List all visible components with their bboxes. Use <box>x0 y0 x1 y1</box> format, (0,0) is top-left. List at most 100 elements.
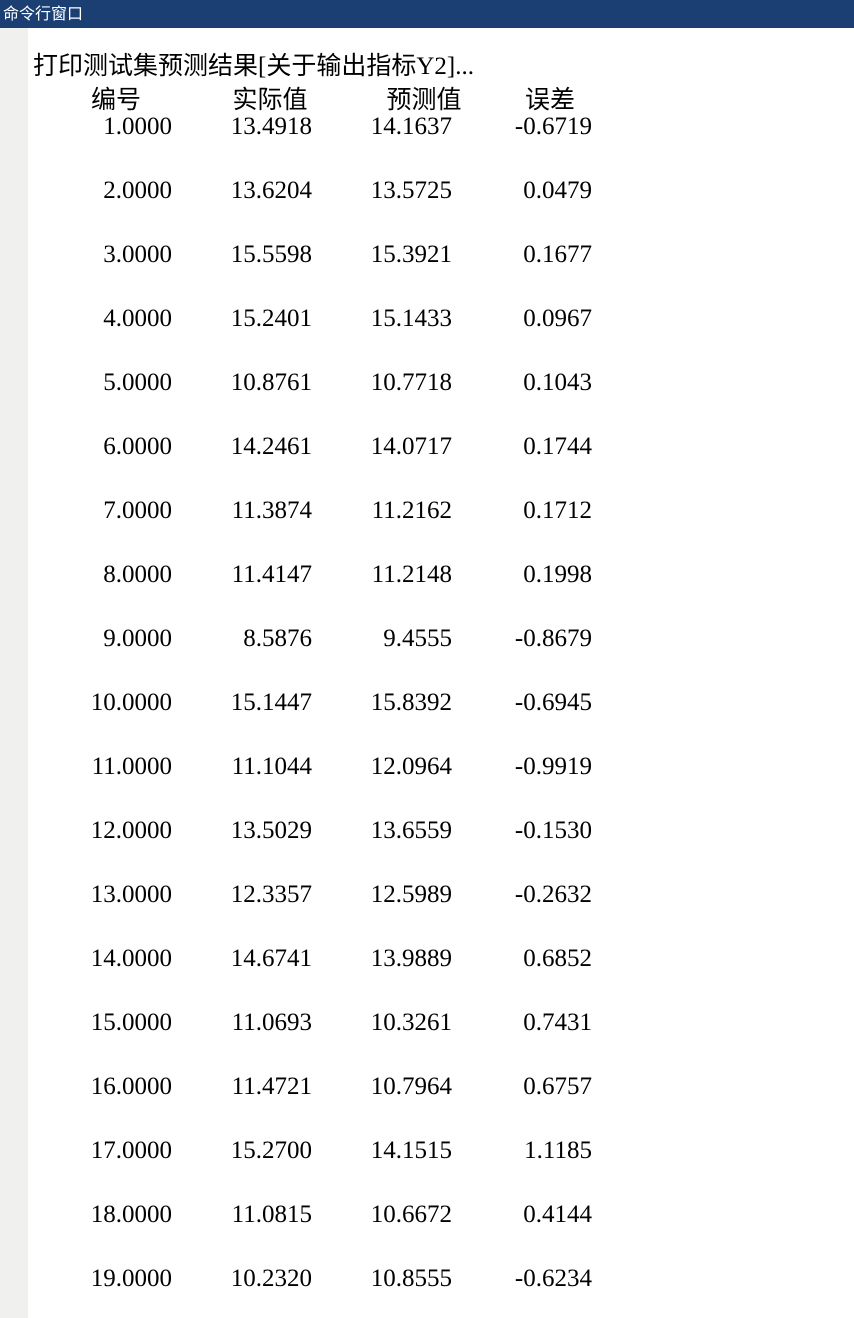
window-title: 命令行窗口 <box>3 4 84 23</box>
id-cell: 10.0000 <box>90 689 172 716</box>
actual-cell: 14.2461 <box>230 433 312 460</box>
actual-cell: 11.0693 <box>231 1009 312 1036</box>
predicted-cell: 11.2162 <box>371 497 452 524</box>
actual-cell: 10.2320 <box>230 1265 312 1292</box>
id-cell: 2.0000 <box>103 177 172 204</box>
predicted-cell: 11.2148 <box>371 561 452 588</box>
error-cell: 0.6852 <box>523 945 592 972</box>
error-cell: 0.0967 <box>523 305 592 332</box>
table-row: 17.0000 15.2700 14.1515 1.1185 <box>28 1135 628 1167</box>
table-row: 18.0000 11.0815 10.6672 0.4144 <box>28 1199 628 1231</box>
left-gutter <box>0 28 28 1318</box>
table-row: 8.0000 11.4147 11.2148 0.1998 <box>28 559 628 591</box>
actual-cell: 11.3874 <box>231 497 312 524</box>
error-cell: 0.1043 <box>523 369 592 396</box>
error-cell: 0.1998 <box>523 561 592 588</box>
table-row: 3.0000 15.5598 15.3921 0.1677 <box>28 239 628 271</box>
predicted-cell: 13.5725 <box>370 177 452 204</box>
id-cell: 15.0000 <box>90 1009 172 1036</box>
table-row: 1.0000 13.4918 14.1637 -0.6719 <box>28 111 628 143</box>
table-row: 4.0000 15.2401 15.1433 0.0967 <box>28 303 628 335</box>
predicted-cell: 12.0964 <box>370 753 452 780</box>
actual-cell: 15.2401 <box>230 305 312 332</box>
table-row: 15.0000 11.0693 10.3261 0.7431 <box>28 1007 628 1039</box>
error-cell: 0.1677 <box>523 241 592 268</box>
error-cell: -0.2632 <box>514 881 592 908</box>
id-cell: 3.0000 <box>103 241 172 268</box>
id-cell: 16.0000 <box>90 1073 172 1100</box>
error-cell: -0.6945 <box>514 689 592 716</box>
table-row: 2.0000 13.6204 13.5725 0.0479 <box>28 175 628 207</box>
error-cell: -0.6719 <box>514 113 592 140</box>
actual-cell: 13.4918 <box>230 113 312 140</box>
table-row: 9.0000 8.5876 9.4555 -0.8679 <box>28 623 628 655</box>
predicted-cell: 10.3261 <box>370 1009 452 1036</box>
column-header-actual: 实际值 <box>232 87 308 114</box>
predicted-cell: 9.4555 <box>383 625 452 652</box>
actual-cell: 13.5029 <box>230 817 312 844</box>
actual-cell: 12.3357 <box>230 881 312 908</box>
id-cell: 18.0000 <box>90 1201 172 1228</box>
table-row: 5.0000 10.8761 10.7718 0.1043 <box>28 367 628 399</box>
table-row: 14.0000 14.6741 13.9889 0.6852 <box>28 943 628 975</box>
id-cell: 9.0000 <box>103 625 172 652</box>
error-cell: -0.8679 <box>514 625 592 652</box>
command-output[interactable]: 打印测试集预测结果[关于输出指标Y2]... 编号 实际值 预测值 误差 1.0… <box>28 28 854 1318</box>
predicted-cell: 14.1515 <box>370 1137 452 1164</box>
predicted-cell: 13.6559 <box>370 817 452 844</box>
id-cell: 8.0000 <box>103 561 172 588</box>
actual-cell: 14.6741 <box>230 945 312 972</box>
id-cell: 19.0000 <box>90 1265 172 1292</box>
actual-cell: 15.2700 <box>230 1137 312 1164</box>
error-cell: 0.1712 <box>523 497 592 524</box>
actual-cell: 11.1044 <box>231 753 312 780</box>
actual-cell: 11.4147 <box>231 561 312 588</box>
column-header-id: 编号 <box>90 87 141 114</box>
table-row: 10.0000 15.1447 15.8392 -0.6945 <box>28 687 628 719</box>
error-cell: 0.7431 <box>523 1009 592 1036</box>
error-cell: 0.4144 <box>523 1201 592 1228</box>
output-heading: 打印测试集预测结果[关于输出指标Y2]... <box>33 53 474 80</box>
column-header-predicted: 预测值 <box>386 87 462 114</box>
id-cell: 11.0000 <box>91 753 172 780</box>
predicted-cell: 10.7718 <box>370 369 452 396</box>
table-row: 12.0000 13.5029 13.6559 -0.1530 <box>28 815 628 847</box>
actual-cell: 15.5598 <box>230 241 312 268</box>
id-cell: 13.0000 <box>90 881 172 908</box>
error-cell: -0.9919 <box>514 753 592 780</box>
actual-cell: 11.0815 <box>231 1201 312 1228</box>
predicted-cell: 15.8392 <box>370 689 452 716</box>
id-cell: 6.0000 <box>103 433 172 460</box>
predicted-cell: 13.9889 <box>370 945 452 972</box>
predicted-cell: 12.5989 <box>370 881 452 908</box>
predicted-cell: 15.1433 <box>370 305 452 332</box>
predicted-cell: 15.3921 <box>370 241 452 268</box>
predicted-cell: 10.7964 <box>370 1073 452 1100</box>
error-cell: -0.6234 <box>514 1265 592 1292</box>
predicted-cell: 14.1637 <box>370 113 452 140</box>
column-header-error: 误差 <box>524 87 575 114</box>
table-row: 7.0000 11.3874 11.2162 0.1712 <box>28 495 628 527</box>
actual-cell: 10.8761 <box>230 369 312 396</box>
id-cell: 7.0000 <box>103 497 172 524</box>
id-cell: 17.0000 <box>90 1137 172 1164</box>
actual-cell: 15.1447 <box>230 689 312 716</box>
predicted-cell: 14.0717 <box>370 433 452 460</box>
predicted-cell: 10.8555 <box>370 1265 452 1292</box>
table-row: 6.0000 14.2461 14.0717 0.1744 <box>28 431 628 463</box>
actual-cell: 8.5876 <box>243 625 312 652</box>
id-cell: 1.0000 <box>103 113 172 140</box>
actual-cell: 11.4721 <box>231 1073 312 1100</box>
id-cell: 4.0000 <box>103 305 172 332</box>
table-row: 19.0000 10.2320 10.8555 -0.6234 <box>28 1263 628 1295</box>
table-row: 13.0000 12.3357 12.5989 -0.2632 <box>28 879 628 911</box>
table-row: 16.0000 11.4721 10.7964 0.6757 <box>28 1071 628 1103</box>
id-cell: 12.0000 <box>90 817 172 844</box>
error-cell: 0.1744 <box>523 433 592 460</box>
error-cell: 1.1185 <box>524 1137 592 1164</box>
predicted-cell: 10.6672 <box>370 1201 452 1228</box>
id-cell: 14.0000 <box>90 945 172 972</box>
error-cell: -0.1530 <box>514 817 592 844</box>
id-cell: 5.0000 <box>103 369 172 396</box>
error-cell: 0.6757 <box>523 1073 592 1100</box>
